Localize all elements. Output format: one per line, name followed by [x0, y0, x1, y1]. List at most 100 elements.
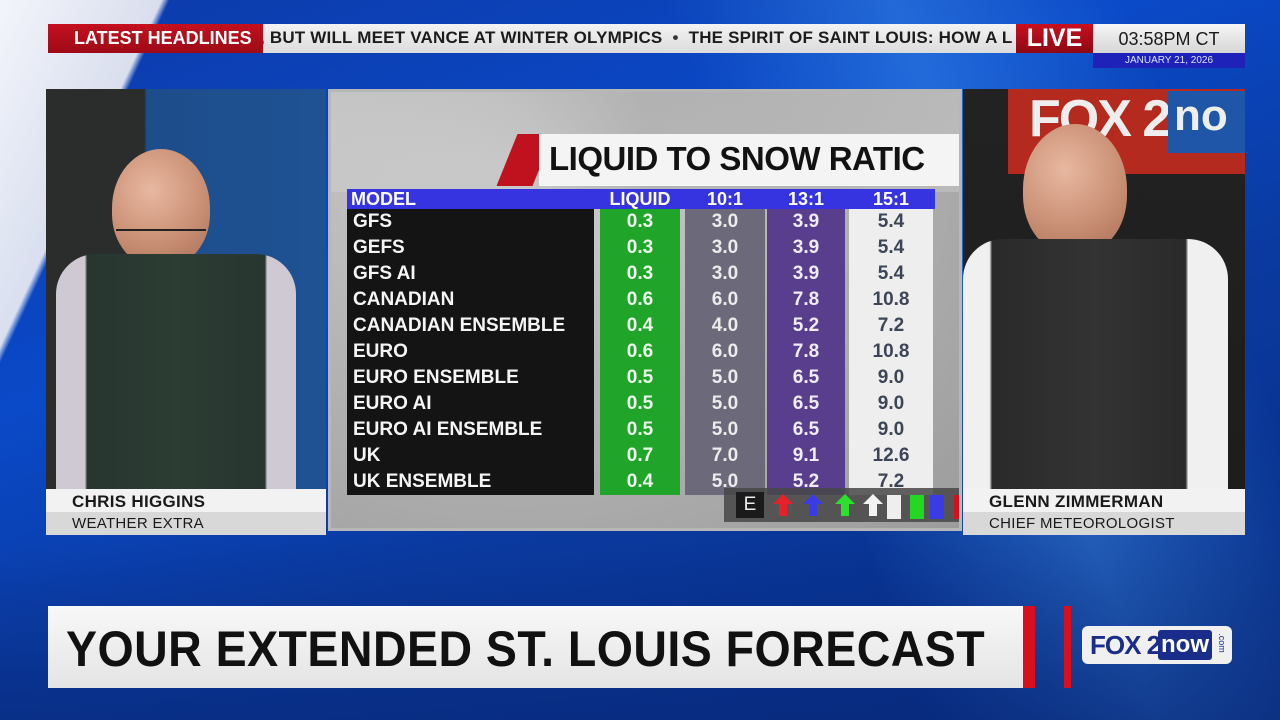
column-header-13-1: 13:1	[787, 189, 825, 209]
cell-liquid: 0.5	[626, 419, 654, 440]
column-header-liquid: LIQUID	[609, 189, 671, 209]
column-header-10-1: 10:1	[706, 189, 744, 209]
green-arrow-up-icon	[835, 494, 855, 516]
graphic-legend: E	[724, 488, 959, 522]
presenter-body	[963, 239, 1228, 535]
ratio-15-column-bg	[849, 209, 933, 495]
cell-ratio-10: 3.0	[711, 263, 739, 284]
table-row: GEFS 0.3 3.0 3.9 5.4	[347, 235, 935, 261]
cell-ratio-13: 9.1	[792, 445, 820, 466]
table-row: EURO 0.6 6.0 7.8 10.8	[347, 339, 935, 365]
presenter-head	[1023, 124, 1127, 254]
glasses	[116, 229, 206, 231]
green-block-icon	[910, 495, 924, 519]
ticker-headline: THE SPIRIT OF SAINT LOUIS: HOW A L	[688, 28, 1013, 47]
cell-ratio-15: 9.0	[877, 393, 905, 414]
cell-ratio-13: 7.8	[792, 289, 820, 310]
legend-e-key: E	[736, 492, 764, 518]
graphic-title: LIQUID TO SNOW RATIC	[549, 140, 925, 177]
cell-ratio-10: 6.0	[711, 289, 739, 310]
red-block-icon	[954, 495, 959, 519]
white-block-icon	[887, 495, 901, 519]
table-row: CANADIAN 0.6 6.0 7.8 10.8	[347, 287, 935, 313]
cell-ratio-15: 9.0	[877, 367, 905, 388]
cell-model: EURO AI ENSEMBLE	[353, 419, 543, 440]
clock-date: JANUARY 21, 2026	[1093, 53, 1245, 68]
cell-ratio-15: 10.8	[872, 341, 910, 362]
logo-fox-text: FOX 2	[1090, 630, 1161, 660]
cell-model: CANADIAN ENSEMBLE	[353, 315, 566, 336]
cell-ratio-10: 5.0	[711, 471, 739, 492]
liquid-column-bg	[600, 209, 680, 495]
lower-third-right: GLENN ZIMMERMAN CHIEF METEOROLOGIST	[963, 489, 1245, 535]
table-row: EURO ENSEMBLE 0.5 5.0 6.5 9.0	[347, 365, 935, 391]
presenter-name: CHRIS HIGGINS	[46, 489, 326, 512]
cell-ratio-15: 10.8	[872, 289, 910, 310]
clock-time: 03:58PM CT	[1093, 24, 1245, 53]
cell-model: UK	[353, 445, 381, 466]
cell-ratio-10: 6.0	[711, 341, 739, 362]
cell-liquid: 0.5	[626, 367, 654, 388]
table-row: CANADIAN ENSEMBLE 0.4 4.0 5.2 7.2	[347, 313, 935, 339]
presenter-title: CHIEF METEOROLOGIST	[963, 512, 1245, 535]
cell-model: GEFS	[353, 237, 405, 258]
presenter-title: WEATHER EXTRA	[46, 512, 326, 535]
white-arrow-up-icon	[863, 494, 883, 516]
cell-ratio-13: 6.5	[792, 367, 820, 388]
snow-ratio-graphic: LIQUID TO SNOW RATIC MODEL LIQUID 10:1 1…	[328, 89, 962, 531]
cell-model: UK ENSEMBLE	[353, 471, 492, 492]
cell-liquid: 0.4	[626, 315, 654, 336]
cell-ratio-10: 5.0	[711, 367, 739, 388]
table-body: GFS 0.3 3.0 3.9 5.4 GEFS 0.3 3.0 3.9 5.4…	[347, 209, 935, 495]
cell-model: GFS AI	[353, 263, 416, 284]
cell-ratio-13: 6.5	[792, 419, 820, 440]
cell-ratio-15: 9.0	[877, 419, 905, 440]
cell-ratio-13: 3.9	[792, 263, 820, 284]
ratio-13-column-bg	[767, 209, 845, 495]
cell-model: CANADIAN	[353, 289, 455, 310]
live-badge: LIVE	[1016, 24, 1093, 53]
table-row: EURO AI ENSEMBLE 0.5 5.0 6.5 9.0	[347, 417, 935, 443]
cell-ratio-10: 3.0	[711, 211, 739, 232]
cell-ratio-15: 5.4	[877, 263, 905, 284]
red-arrow-up-icon	[773, 494, 793, 516]
banner-headline: YOUR EXTENDED ST. LOUIS FORECAST	[66, 621, 986, 677]
table-row: GFS AI 0.3 3.0 3.9 5.4	[347, 261, 935, 287]
banner-red-stripe	[1023, 606, 1035, 688]
logo-now-text: now	[1158, 630, 1212, 660]
cell-ratio-10: 4.0	[711, 315, 739, 336]
cell-ratio-13: 7.8	[792, 341, 820, 362]
cell-liquid: 0.6	[626, 289, 654, 310]
cell-model: EURO	[353, 341, 408, 362]
forecast-banner: YOUR EXTENDED ST. LOUIS FORECAST	[48, 606, 1023, 688]
fox2now-logo: FOX 2 now .com	[1082, 626, 1232, 664]
model-column-bg	[347, 209, 594, 495]
cell-ratio-13: 5.2	[792, 471, 820, 492]
left-camera-feed: CHRIS HIGGINS WEATHER EXTRA	[46, 89, 326, 535]
cell-ratio-15: 5.4	[877, 211, 905, 232]
cell-ratio-10: 5.0	[711, 419, 739, 440]
cell-model: EURO AI	[353, 393, 432, 414]
cell-ratio-13: 5.2	[792, 315, 820, 336]
cell-liquid: 0.4	[626, 471, 654, 492]
ticker-text: , BUT WILL MEET VANCE AT WINTER OLYMPICS…	[260, 28, 1012, 48]
table-row: GFS 0.3 3.0 3.9 5.4	[347, 209, 935, 235]
cell-model: GFS	[353, 211, 393, 232]
table-row: EURO AI 0.5 5.0 6.5 9.0	[347, 391, 935, 417]
cell-liquid: 0.3	[626, 263, 654, 284]
ticker-label: LATEST HEADLINES	[48, 24, 263, 53]
presenter-head	[112, 149, 210, 267]
column-header-model: MODEL	[351, 189, 416, 209]
cell-ratio-15: 7.2	[877, 315, 905, 336]
title-bar	[539, 134, 959, 186]
cell-liquid: 0.6	[626, 341, 654, 362]
right-camera-feed: FOX 2 no GLENN ZIMMERMAN CHIEF METEOROLO…	[963, 89, 1245, 535]
cell-ratio-10: 7.0	[711, 445, 739, 466]
cell-liquid: 0.3	[626, 237, 654, 258]
cell-ratio-13: 3.9	[792, 211, 820, 232]
presenter-body	[56, 254, 296, 535]
table-header: MODEL LIQUID 10:1 13:1 15:1	[347, 189, 935, 209]
table-row: UK 0.7 7.0 9.1 12.6	[347, 443, 935, 469]
lower-third-left: CHRIS HIGGINS WEATHER EXTRA	[46, 489, 326, 535]
cell-liquid: 0.5	[626, 393, 654, 414]
